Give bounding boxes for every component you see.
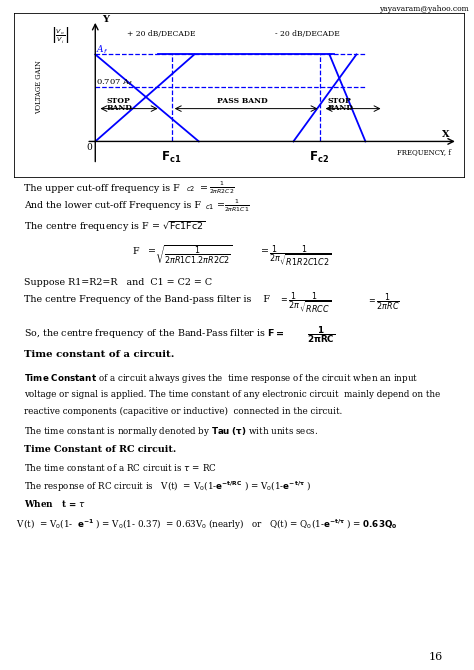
- Text: Time constant of a circuit.: Time constant of a circuit.: [24, 350, 174, 360]
- Text: $\frac{1}{2\pi R1C1}$: $\frac{1}{2\pi R1C1}$: [224, 197, 250, 214]
- Text: F: F: [133, 247, 139, 257]
- Text: $\dfrac{1}{2\pi}\dfrac{1}{\sqrt{R1R2C1C2}}$: $\dfrac{1}{2\pi}\dfrac{1}{\sqrt{R1R2C1C2…: [269, 243, 331, 267]
- Text: And the lower cut-off Frequency is F: And the lower cut-off Frequency is F: [24, 201, 201, 210]
- Text: BAND: BAND: [327, 105, 353, 113]
- Text: The upper cut-off frequency is F: The upper cut-off frequency is F: [24, 184, 180, 192]
- Text: $_{c2}$: $_{c2}$: [186, 185, 196, 194]
- Text: A$_f$: A$_f$: [96, 44, 109, 56]
- Text: $\mathbf{F_{c2}}$: $\mathbf{F_{c2}}$: [309, 150, 329, 165]
- Text: voltage or signal is applied. The time constant of any electronic circuit  mainl: voltage or signal is applied. The time c…: [24, 389, 440, 399]
- Text: $\mathbf{\dfrac{1}{2\pi RC}}$: $\mathbf{\dfrac{1}{2\pi RC}}$: [307, 324, 335, 345]
- Text: So, the centre frequency of the Band-Pass filter is $\mathbf{F =} $: So, the centre frequency of the Band-Pas…: [24, 328, 284, 340]
- Text: $= \dfrac{1}{2\pi RC}$: $= \dfrac{1}{2\pi RC}$: [367, 291, 400, 312]
- Text: $\sqrt{\dfrac{1}{2\pi R1C1.2\pi R2C2}}$: $\sqrt{\dfrac{1}{2\pi R1C1.2\pi R2C2}}$: [155, 243, 232, 265]
- Text: $_{c1}$: $_{c1}$: [205, 202, 214, 212]
- Text: BAND: BAND: [107, 105, 133, 113]
- Text: Time Constant of RC circuit.: Time Constant of RC circuit.: [24, 445, 176, 454]
- Text: X: X: [442, 129, 450, 139]
- Text: VOLTAGE GAIN: VOLTAGE GAIN: [35, 60, 43, 114]
- Text: + 20 dB/DECADE: + 20 dB/DECADE: [127, 30, 195, 38]
- Text: =: =: [258, 247, 273, 257]
- Text: $\left|\frac{V_o}{V_i}\right|$: $\left|\frac{V_o}{V_i}\right|$: [51, 25, 70, 45]
- Text: $\mathbf{Time\ Constant}$ of a circuit always gives the  time response of the ci: $\mathbf{Time\ Constant}$ of a circuit a…: [24, 372, 418, 385]
- Text: 16: 16: [429, 652, 443, 662]
- Text: V(t)  = V$_0$(1-  $\mathbf{e^{-1}}$ ) = V$_0$(1- 0.37)  = 0.63V$_0$ (nearly)   o: V(t) = V$_0$(1- $\mathbf{e^{-1}}$ ) = V$…: [14, 517, 398, 532]
- Text: $\frac{1}{2\pi R2C2}$: $\frac{1}{2\pi R2C2}$: [209, 180, 235, 196]
- Text: The time constant of a RC circuit is $\tau$ = RC: The time constant of a RC circuit is $\t…: [24, 462, 217, 473]
- Text: PASS BAND: PASS BAND: [217, 97, 268, 105]
- Text: =: =: [197, 184, 211, 192]
- Text: When   t = $\tau$: When t = $\tau$: [24, 498, 86, 509]
- Text: STOP: STOP: [107, 97, 130, 105]
- Text: $= \dfrac{1}{2\pi}\dfrac{1}{\sqrt{RRCC}}$: $= \dfrac{1}{2\pi}\dfrac{1}{\sqrt{RRCC}}…: [279, 291, 331, 316]
- Text: - 20 dB/DECADE: - 20 dB/DECADE: [275, 30, 340, 38]
- Text: =: =: [145, 247, 159, 257]
- Text: =: =: [214, 201, 228, 210]
- Text: The centre Frequency of the Band-pass filter is    F: The centre Frequency of the Band-pass fi…: [24, 295, 270, 304]
- Text: The response of RC circuit is   V(t)  = V$_0$(1-$\mathbf{e^{-t/RC}}$ ) = V$_0$(1: The response of RC circuit is V(t) = V$_…: [24, 480, 310, 494]
- Text: 0.707 A$_f$: 0.707 A$_f$: [96, 78, 134, 88]
- Text: The centre frequency is F = $\sqrt{\mathrm{Fc1Fc2}}$: The centre frequency is F = $\sqrt{\math…: [24, 219, 206, 234]
- Text: FREQUENCY, f: FREQUENCY, f: [397, 149, 451, 157]
- Text: Suppose R1=R2=R   and  C1 = C2 = C: Suppose R1=R2=R and C1 = C2 = C: [24, 277, 212, 287]
- Text: reactive components (capacitive or inductive)  connected in the circuit.: reactive components (capacitive or induc…: [24, 407, 342, 417]
- Text: $\mathbf{F_{c1}}$: $\mathbf{F_{c1}}$: [161, 150, 181, 165]
- Text: STOP: STOP: [327, 97, 351, 105]
- Text: Y: Y: [102, 15, 109, 24]
- Text: yayavaram@yahoo.com: yayavaram@yahoo.com: [380, 5, 469, 13]
- Text: 0: 0: [86, 143, 92, 151]
- Text: The time constant is normally denoted by $\mathbf{Tau\ (\tau)}$ with units secs.: The time constant is normally denoted by…: [24, 425, 318, 438]
